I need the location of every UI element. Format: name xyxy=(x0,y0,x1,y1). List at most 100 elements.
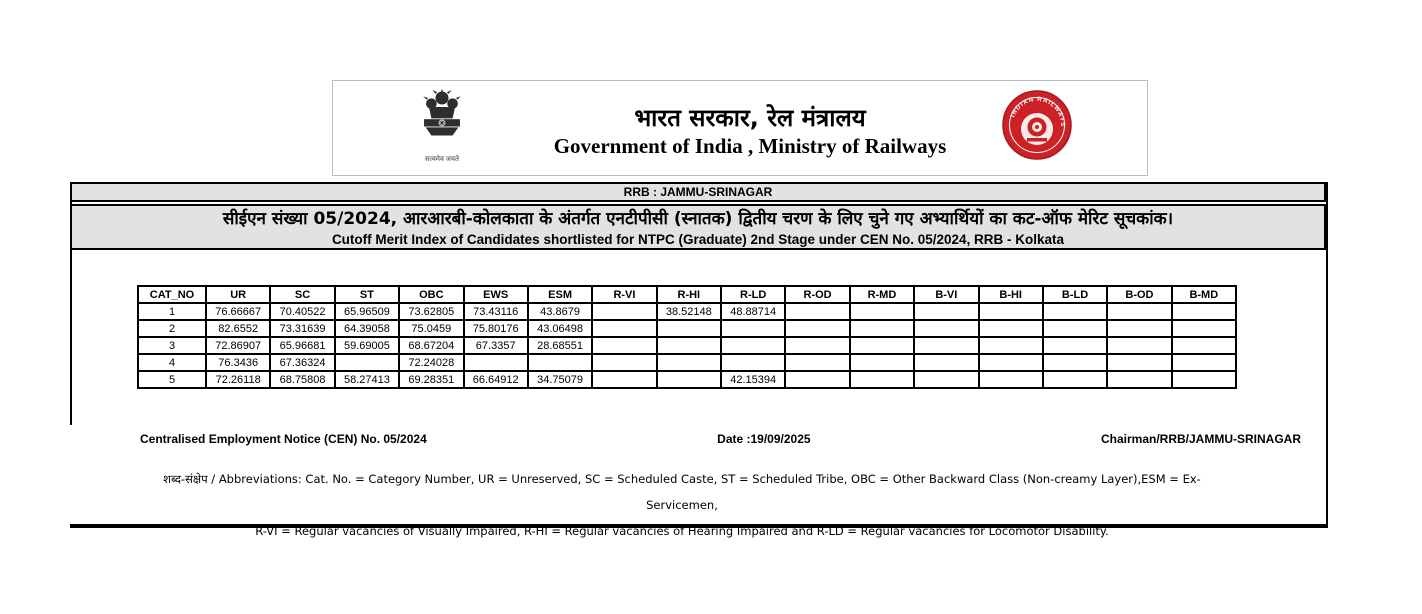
table-cell: 72.24028 xyxy=(398,353,465,372)
table-row: 5 72.26118 68.75808 58.27413 69.28351 66.6491… xyxy=(137,370,1238,389)
table-row: 3 72.86907 65.96681 59.69005 68.67204 67.3357… xyxy=(137,336,1238,355)
table-cell xyxy=(719,336,787,355)
table-header-cell: R-OD xyxy=(784,285,851,304)
table-cell xyxy=(848,370,916,389)
table-cell xyxy=(719,353,787,372)
table-cell: 64.39058 xyxy=(333,319,401,338)
table-cell: 73.31639 xyxy=(269,319,336,338)
letterhead-titles: भारत सरकार, रेल मंत्रालय Government of I… xyxy=(473,103,1027,159)
notice-title-english: Cutoff Merit Index of Candidates shortli… xyxy=(331,232,1065,247)
table-cell: 68.67204 xyxy=(398,336,465,355)
table-cell xyxy=(1106,319,1173,338)
cutoff-table-head: CAT_NO UR SC ST OBC EWS ESM R-VI R-HI R-LD R-OD R-M… xyxy=(137,285,1238,304)
signature-row: Centralised Employment Notice (CEN) No. … xyxy=(140,432,1301,446)
notice-title-strip: सीईएन संख्या 05/2024, आरआरबी-कोलकाता के … xyxy=(70,204,1326,250)
notice-sheet: RRB : JAMMU-SRINAGAR सीईएन संख्या 05/202… xyxy=(70,182,1328,538)
table-cell: 66.64912 xyxy=(462,370,529,389)
table-cell: 75.0459 xyxy=(398,319,465,338)
table-cell xyxy=(784,370,851,389)
abbreviations-line-2: R-VI = Regular vacancies of Visually Imp… xyxy=(255,524,1109,538)
table-cell: 2 xyxy=(137,319,207,338)
table-header-cell: UR xyxy=(204,285,272,304)
table-cell: 70.40522 xyxy=(269,302,336,321)
table-cell xyxy=(1041,319,1109,338)
table-cell: 75.80176 xyxy=(462,319,529,338)
table-header-cell: ESM xyxy=(526,285,594,304)
table-cell: 28.68551 xyxy=(526,336,594,355)
table-cell: 72.86907 xyxy=(204,336,272,355)
table-cell xyxy=(977,370,1044,389)
ministry-title-english: Government of India , Ministry of Railwa… xyxy=(553,134,947,158)
table-cell xyxy=(913,353,980,372)
table-cell: 82.6552 xyxy=(204,319,272,338)
table-cell xyxy=(1041,370,1109,389)
table-cell: 65.96509 xyxy=(333,302,401,321)
table-cell xyxy=(333,353,401,372)
table-cell xyxy=(848,302,916,321)
ministry-title-hindi: भारत सरकार, रेल मंत्रालय xyxy=(634,104,866,132)
table-cell xyxy=(655,353,723,372)
table-cell xyxy=(913,302,980,321)
table-cell xyxy=(784,319,851,338)
cutoff-table-body: 1 76.66667 70.40522 65.96509 73.62805 73.4311… xyxy=(137,302,1238,389)
table-header-cell: R-HI xyxy=(655,285,723,304)
table-cell: 1 xyxy=(137,302,207,321)
table-cell: 76.66667 xyxy=(204,302,272,321)
table-cell xyxy=(591,370,658,389)
table-cell xyxy=(977,353,1044,372)
table-cell xyxy=(655,319,723,338)
table-cell xyxy=(1170,319,1238,338)
table-cell: 4 xyxy=(137,353,207,372)
table-header-cell: R-MD xyxy=(848,285,916,304)
table-cell xyxy=(977,319,1044,338)
emblem-caption: सत्यमेव जयते xyxy=(424,156,460,163)
table-row: 4 76.3436 67.36324 72.24028 xyxy=(137,353,1238,372)
table-cell: 5 xyxy=(137,370,207,389)
table-cell xyxy=(784,302,851,321)
table-cell: 43.8679 xyxy=(526,302,594,321)
table-cell: 72.26118 xyxy=(204,370,272,389)
table-cell: 48.88714 xyxy=(719,302,787,321)
table-cell xyxy=(591,319,658,338)
table-cell xyxy=(1106,370,1173,389)
table-header-cell: B-HI xyxy=(977,285,1044,304)
table-cell: 3 xyxy=(137,336,207,355)
cen-notice-label: Centralised Employment Notice (CEN) No. … xyxy=(140,432,427,446)
table-cell xyxy=(1170,353,1238,372)
table-header-cell: R-LD xyxy=(719,285,787,304)
table-cell: 58.27413 xyxy=(333,370,401,389)
table-header-cell: EWS xyxy=(462,285,529,304)
notice-title-hindi: सीईएन संख्या 05/2024, आरआरबी-कोलकाता के … xyxy=(222,209,1174,229)
table-header-cell: ST xyxy=(333,285,401,304)
chairman-label: Chairman/RRB/JAMMU-SRINAGAR xyxy=(1100,432,1301,446)
table-cell: 34.75079 xyxy=(526,370,594,389)
table-cell xyxy=(526,353,594,372)
table-cell xyxy=(848,336,916,355)
table-cell: 73.43116 xyxy=(462,302,529,321)
table-cell xyxy=(913,336,980,355)
table-cell xyxy=(1170,370,1238,389)
table-cell xyxy=(591,336,658,355)
table-header-cell: CAT_NO xyxy=(137,285,207,304)
table-cell xyxy=(1041,336,1109,355)
table-cell: 65.96681 xyxy=(269,336,336,355)
table-cell xyxy=(655,336,723,355)
date-label: Date :19/09/2025 xyxy=(717,432,811,446)
table-header-cell: R-VI xyxy=(591,285,658,304)
table-cell: 67.36324 xyxy=(269,353,336,372)
table-cell xyxy=(913,370,980,389)
table-cell xyxy=(977,336,1044,355)
indian-railways-logo-icon: INDIAN RAILWAYS xyxy=(1002,90,1072,160)
abbreviations-line-1: शब्द-संक्षेप / Abbreviations: Cat. No. =… xyxy=(163,472,1201,512)
table-cell: 59.69005 xyxy=(333,336,401,355)
abbreviations-block: शब्द-संक्षेप / Abbreviations: Cat. No. =… xyxy=(130,466,1234,544)
table-cell xyxy=(913,319,980,338)
table-cell xyxy=(784,353,851,372)
table-cell: 67.3357 xyxy=(462,336,529,355)
table-cell xyxy=(462,353,529,372)
national-emblem: सत्यमेव जयते xyxy=(413,89,471,171)
ashoka-emblem-icon xyxy=(423,89,461,136)
sheet-left-border xyxy=(70,182,72,425)
table-cell xyxy=(1041,302,1109,321)
table-cell xyxy=(784,336,851,355)
